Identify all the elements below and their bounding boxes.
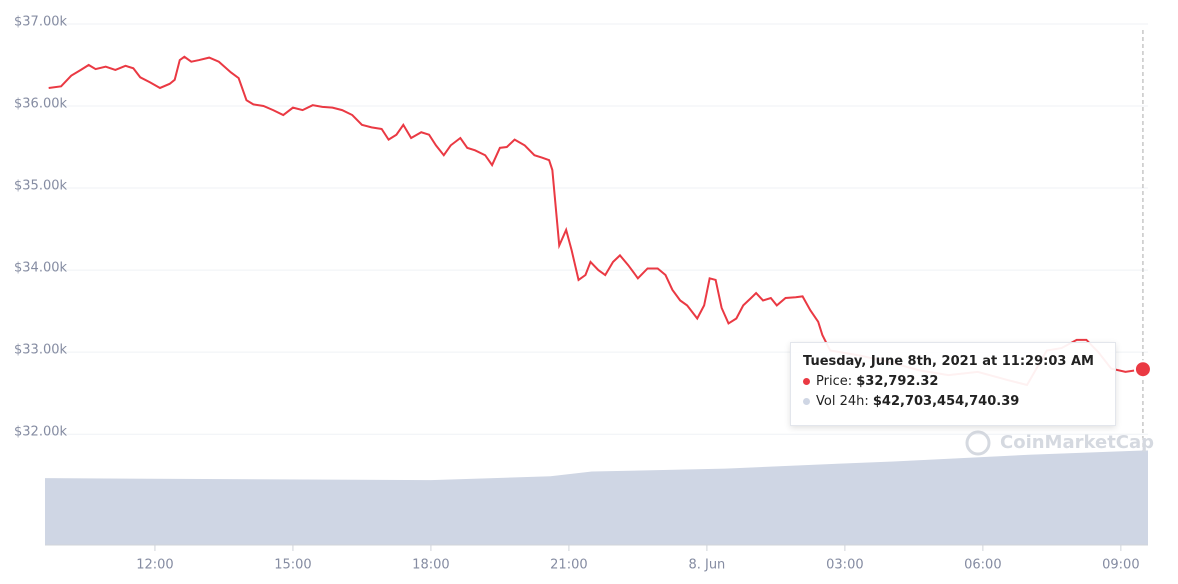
x-tick-label: 06:00 xyxy=(964,558,1001,573)
y-tick-label: $32.00k xyxy=(14,425,67,440)
x-tick-label: 09:00 xyxy=(1102,558,1139,573)
x-tick-label: 21:00 xyxy=(550,558,587,573)
watermark: CoinMarketCap xyxy=(1000,432,1154,453)
y-tick-label: $34.00k xyxy=(14,261,67,276)
price-dot xyxy=(803,378,810,385)
x-tick-label: 15:00 xyxy=(274,558,311,573)
last-point xyxy=(1133,360,1152,379)
tooltip: Tuesday, June 8th, 2021 at 11:29:03 AM P… xyxy=(790,342,1116,426)
y-tick-label: $35.00k xyxy=(14,179,67,194)
x-tick-label: 12:00 xyxy=(136,558,173,573)
vol-value: $42,703,454,740.39 xyxy=(872,394,1020,409)
x-tick-label: 18:00 xyxy=(412,558,449,573)
vol-label: Vol 24h: xyxy=(816,394,869,409)
x-tick-label: 8. Jun xyxy=(688,558,725,573)
x-tick-label: 03:00 xyxy=(826,558,863,573)
y-tick-label: $33.00k xyxy=(14,343,67,358)
vol-dot xyxy=(803,398,810,405)
y-tick-label: $36.00k xyxy=(14,97,67,112)
price-value: $32,792.32 xyxy=(856,374,939,389)
y-tick-label: $37.00k xyxy=(14,14,67,29)
tooltip-title: Tuesday, June 8th, 2021 at 11:29:03 AM xyxy=(803,354,1094,369)
price-label: Price: xyxy=(816,374,853,389)
volume-area xyxy=(45,450,1148,545)
price-line xyxy=(48,55,1144,387)
watermark-logo xyxy=(965,430,991,456)
